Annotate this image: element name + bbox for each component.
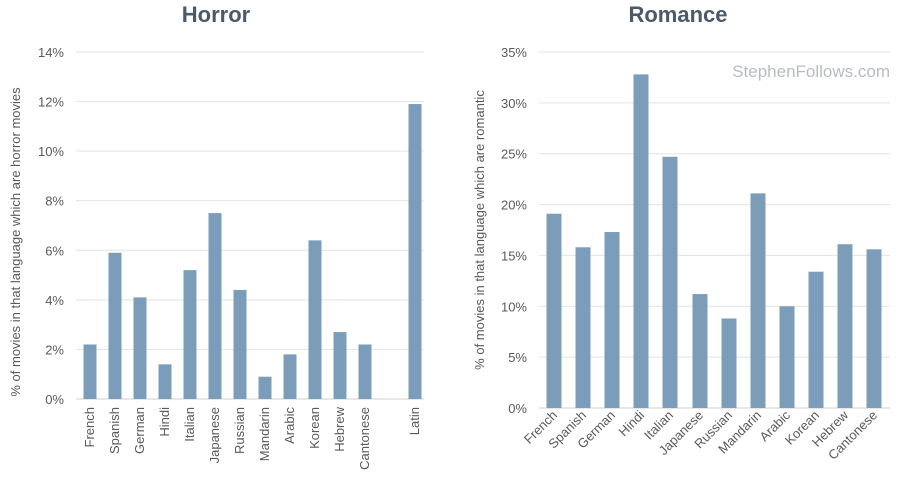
romance-bar-hindi — [633, 74, 649, 409]
horror-x-tick-label: Italian — [182, 407, 197, 442]
horror-y-tick-label: 12% — [38, 95, 64, 110]
horror-chart: Horror % of movies in that language whic… — [8, 2, 424, 470]
romance-bar-mandarin — [750, 193, 766, 408]
horror-x-tick-label: Japanese — [207, 407, 222, 463]
romance-bar-italian — [662, 156, 678, 408]
romance-bar-arabic — [779, 306, 795, 408]
horror-y-tick-label: 4% — [45, 293, 64, 308]
horror-x-tick-label: Hebrew — [332, 406, 347, 451]
horror-x-tick-label: Korean — [307, 407, 322, 449]
romance-y-tick-label: 15% — [501, 248, 527, 263]
horror-y-tick-label: 2% — [45, 342, 64, 357]
horror-y-tick-label: 0% — [45, 392, 64, 407]
romance-bar-korean — [808, 271, 824, 408]
romance-y-tick-label: 5% — [508, 350, 527, 365]
horror-bar-mandarin — [258, 376, 272, 399]
horror-bar-french — [83, 344, 97, 399]
horror-bar-latin — [408, 104, 422, 400]
horror-y-tick-label: 8% — [45, 194, 64, 209]
horror-bar-arabic — [283, 354, 297, 399]
horror-bar-russian — [233, 289, 247, 399]
horror-bar-spanish — [108, 252, 122, 399]
horror-bar-japanese — [208, 213, 222, 399]
romance-chart-title: Romance — [628, 2, 727, 27]
watermark: StephenFollows.com — [732, 62, 890, 81]
romance-y-tick-label: 30% — [501, 96, 527, 111]
romance-bar-german — [604, 232, 620, 408]
horror-x-tick-label: French — [82, 407, 97, 447]
romance-y-tick-label: 35% — [501, 45, 527, 60]
horror-x-tick-label: Cantonese — [357, 407, 372, 470]
romance-y-tick-label: 10% — [501, 299, 527, 314]
horror-bar-korean — [308, 240, 322, 399]
horror-chart-title: Horror — [182, 2, 251, 27]
romance-bar-hebrew — [837, 244, 853, 408]
romance-bar-russian — [721, 318, 737, 408]
horror-y-tick-label: 14% — [38, 45, 64, 60]
horror-bar-hindi — [158, 364, 172, 399]
horror-bar-cantonese — [358, 344, 372, 399]
horror-x-tick-label: German — [132, 407, 147, 454]
horror-x-tick-label: Mandarin — [257, 407, 272, 461]
romance-y-axis-label: % of movies in that language which are r… — [472, 90, 487, 370]
romance-y-tick-label: 25% — [501, 147, 527, 162]
horror-bar-german — [133, 297, 147, 399]
romance-bar-japanese — [692, 294, 708, 408]
horror-bar-hebrew — [333, 332, 347, 399]
horror-bar-italian — [183, 270, 197, 399]
romance-chart: Romance % of movies in that language whi… — [472, 2, 890, 463]
horror-y-axis-label: % of movies in that language which are h… — [8, 87, 23, 397]
romance-bar-cantonese — [866, 249, 882, 408]
horror-x-tick-label: Latin — [407, 407, 422, 435]
romance-y-tick-label: 0% — [508, 401, 527, 416]
romance-y-tick-label: 20% — [501, 198, 527, 213]
horror-x-tick-label: Spanish — [107, 407, 122, 454]
romance-bar-french — [546, 213, 562, 408]
horror-y-tick-label: 10% — [38, 144, 64, 159]
romance-bar-spanish — [575, 247, 591, 408]
horror-x-tick-label: Hindi — [157, 407, 172, 437]
horror-x-tick-label: Russian — [232, 407, 247, 454]
horror-y-tick-label: 6% — [45, 243, 64, 258]
horror-x-tick-label: Arabic — [282, 407, 297, 444]
